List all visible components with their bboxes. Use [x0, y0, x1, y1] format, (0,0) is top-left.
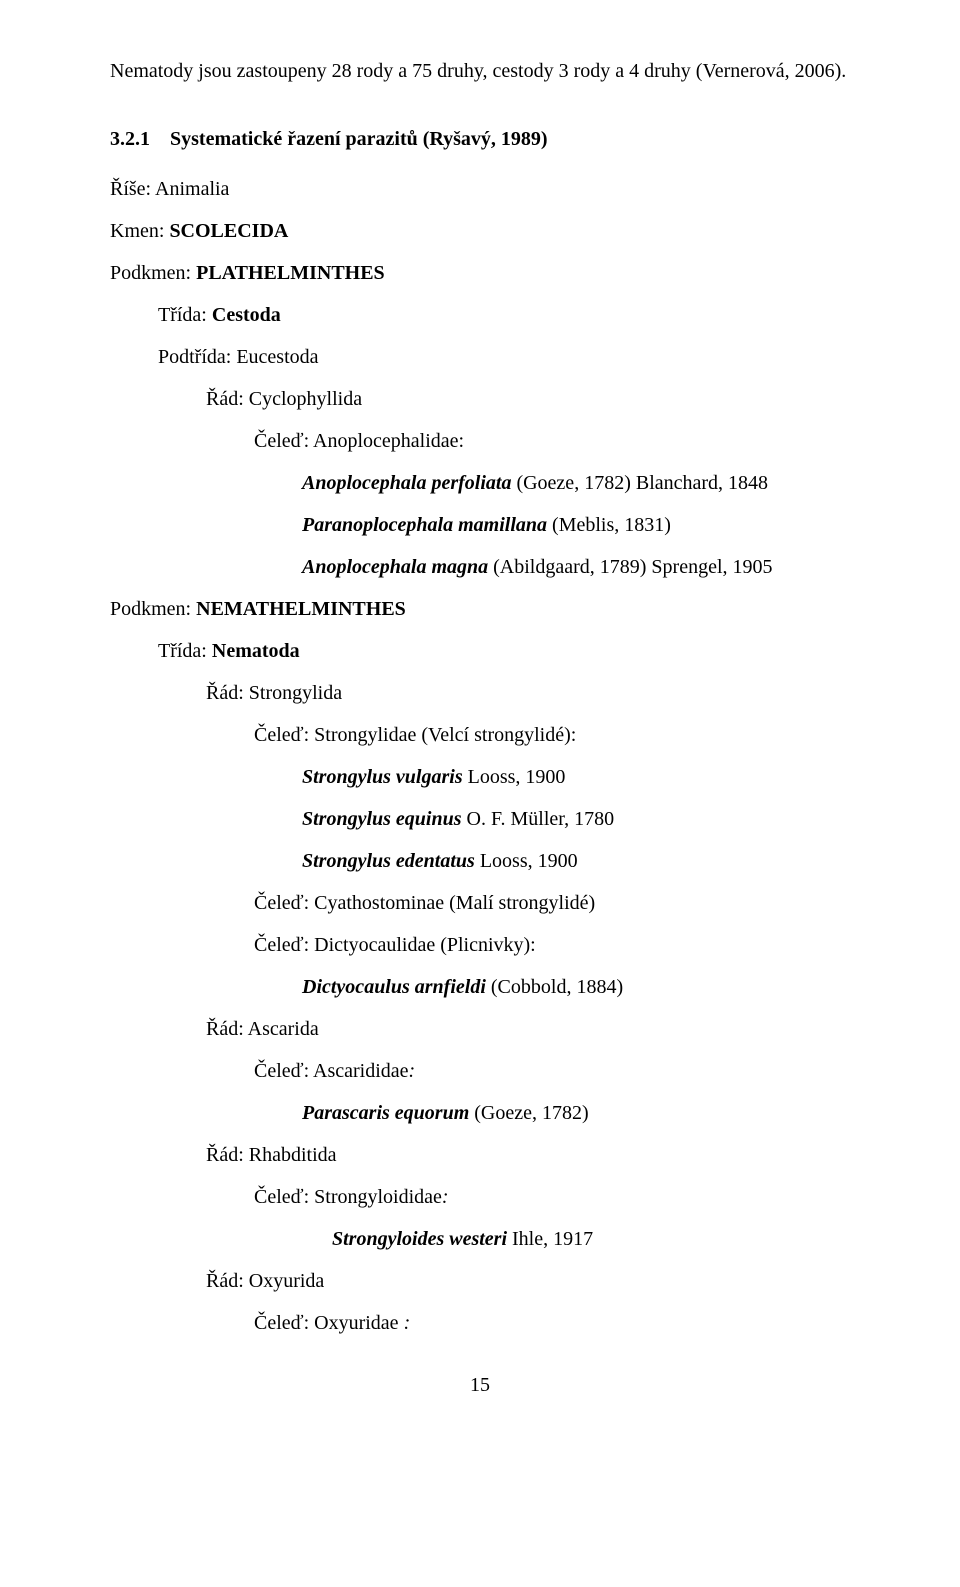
taxonomy-line: Strongylus equinus O. F. Müller, 1780 [302, 798, 850, 840]
taxonomy-line: Řád: Cyclophyllida [206, 378, 850, 420]
taxonomy-text: Čeleď: Strongyloididae [254, 1186, 442, 1208]
taxonomy-line: Strongyloides westeri Ihle, 1917 [332, 1218, 850, 1260]
taxonomy-text: Čeleď: Strongylidae (Velcí strongylidé): [254, 724, 576, 746]
taxonomy-line: Řád: Ascarida [206, 1008, 850, 1050]
taxonomy-text: Parascaris equorum [302, 1102, 474, 1124]
page-number: 15 [110, 1364, 850, 1406]
taxonomy-text: Cestoda [212, 304, 281, 326]
taxonomy-text: Řád: Strongylida [206, 682, 342, 704]
taxonomy-line: Čeleď: Ascarididae: [254, 1050, 850, 1092]
taxonomy-text: Řád: Oxyurida [206, 1270, 324, 1292]
taxonomy-text: Looss, 1900 [480, 850, 578, 872]
taxonomy-line: Kmen: SCOLECIDA [110, 210, 850, 252]
taxonomy-line: Čeleď: Strongylidae (Velcí strongylidé): [254, 714, 850, 756]
taxonomy-line: Třída: Cestoda [158, 294, 850, 336]
taxonomy-text: Řád: Cyclophyllida [206, 388, 362, 410]
taxonomy-line: Řád: Strongylida [206, 672, 850, 714]
taxonomy-line: Strongylus vulgaris Looss, 1900 [302, 756, 850, 798]
taxonomy-line: Čeleď: Cyathostominae (Malí strongylidé) [254, 882, 850, 924]
page-container: Nematody jsou zastoupeny 28 rody a 75 dr… [0, 0, 960, 1446]
taxonomy-line: Říše: Animalia [110, 168, 850, 210]
taxonomy-text: Podtřída: Eucestoda [158, 346, 319, 368]
taxonomy-text: Čeleď: Anoplocephalidae: [254, 430, 464, 452]
taxonomy-text: Řád: Rhabditida [206, 1144, 337, 1166]
taxonomy-line: Čeleď: Oxyuridae : [254, 1302, 850, 1344]
section-title: Systematické řazení parazitů (Ryšavý, 19… [170, 128, 548, 150]
taxonomy-text: PLATHELMINTHES [196, 262, 385, 284]
taxonomy-text: : [442, 1186, 449, 1208]
taxonomy-text: Čeleď: Dictyocaulidae (Plicnivky): [254, 934, 536, 956]
taxonomy-text: Říše: Animalia [110, 178, 229, 200]
taxonomy-text: Strongylus edentatus [302, 850, 480, 872]
taxonomy-text: Čeleď: Ascarididae [254, 1060, 409, 1082]
taxonomy-text: Anoplocephala magna [302, 556, 493, 578]
taxonomy-line: Strongylus edentatus Looss, 1900 [302, 840, 850, 882]
taxonomy-text: SCOLECIDA [169, 220, 288, 242]
taxonomy-text: Strongyloides westeri [332, 1228, 512, 1250]
taxonomy-text: Třída: [158, 304, 212, 326]
taxonomy-text: (Malí strongylidé) [449, 892, 595, 914]
taxonomy-text: Nematoda [212, 640, 300, 662]
taxonomy-text: Strongylus equinus [302, 808, 467, 830]
taxonomy-text: (Abildgaard, 1789) Sprengel, 1905 [493, 556, 772, 578]
intro-paragraph: Nematody jsou zastoupeny 28 rody a 75 dr… [110, 50, 850, 92]
taxonomy-line: Čeleď: Dictyocaulidae (Plicnivky): [254, 924, 850, 966]
taxonomy-text: Ihle, 1917 [512, 1228, 593, 1250]
taxonomy-text: (Meblis, 1831) [552, 514, 671, 536]
taxonomy-text: Řád: Ascarida [206, 1018, 319, 1040]
taxonomy-text: : [404, 1312, 411, 1334]
taxonomy-line: Čeleď: Anoplocephalidae: [254, 420, 850, 462]
taxonomy-text: : [409, 1060, 416, 1082]
taxonomy-text: Looss, 1900 [468, 766, 566, 788]
taxonomy-line: Anoplocephala magna (Abildgaard, 1789) S… [302, 546, 850, 588]
taxonomy-text: (Goeze, 1782) [474, 1102, 588, 1124]
taxonomy-text: Strongylus vulgaris [302, 766, 468, 788]
taxonomy-text: (Goeze, 1782) Blanchard, 1848 [516, 472, 768, 494]
taxonomy-text: NEMATHELMINTHES [196, 598, 406, 620]
taxonomy-text: Paranoplocephala mamillana [302, 514, 552, 536]
taxonomy-line: Paranoplocephala mamillana (Meblis, 1831… [302, 504, 850, 546]
taxonomy-text: (Cobbold, 1884) [491, 976, 623, 998]
taxonomy-text: Čeleď: Oxyuridae [254, 1312, 404, 1334]
taxonomy-text: Podkmen: [110, 598, 196, 620]
taxonomy-text: Čeleď: Cyathostominae [254, 892, 449, 914]
taxonomy-text: Třída: [158, 640, 212, 662]
taxonomy-line: Podkmen: PLATHELMINTHES [110, 252, 850, 294]
taxonomy-text: Dictyocaulus arnfieldi [302, 976, 491, 998]
taxonomy-line: Dictyocaulus arnfieldi (Cobbold, 1884) [302, 966, 850, 1008]
taxonomy-line: Parascaris equorum (Goeze, 1782) [302, 1092, 850, 1134]
taxonomy-text: Anoplocephala perfoliata [302, 472, 516, 494]
taxonomy-line: Řád: Rhabditida [206, 1134, 850, 1176]
taxonomy-text: Kmen: [110, 220, 169, 242]
taxonomy-line: Třída: Nematoda [158, 630, 850, 672]
taxonomy-line: Čeleď: Strongyloididae: [254, 1176, 850, 1218]
taxonomy-line: Podtřída: Eucestoda [158, 336, 850, 378]
taxonomy-text: O. F. Müller, 1780 [467, 808, 615, 830]
taxonomy-line: Anoplocephala perfoliata (Goeze, 1782) B… [302, 462, 850, 504]
taxonomy-line: Podkmen: NEMATHELMINTHES [110, 588, 850, 630]
section-heading: 3.2.1 Systematické řazení parazitů (Ryša… [110, 118, 850, 160]
taxonomy-list: Říše: AnimaliaKmen: SCOLECIDAPodkmen: PL… [110, 168, 850, 1344]
taxonomy-text: Podkmen: [110, 262, 196, 284]
section-number: 3.2.1 [110, 128, 150, 150]
taxonomy-line: Řád: Oxyurida [206, 1260, 850, 1302]
